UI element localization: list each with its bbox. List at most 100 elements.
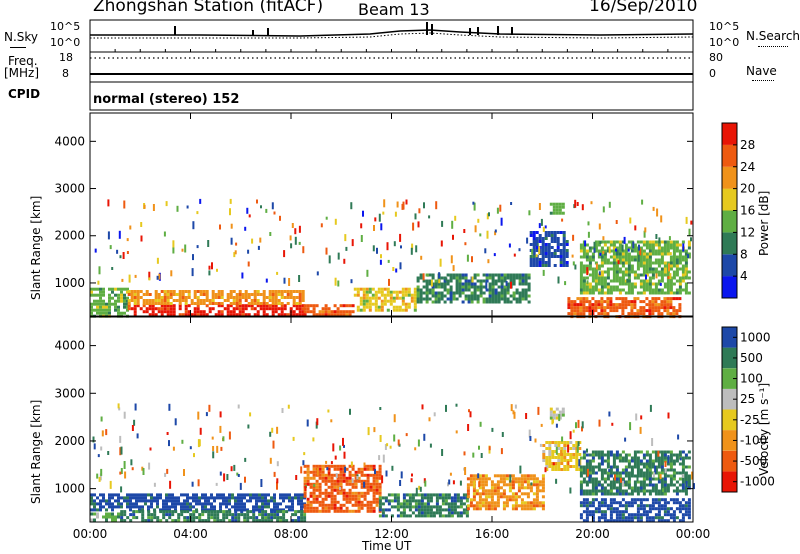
power-cell xyxy=(621,270,625,274)
power-cell xyxy=(688,228,691,236)
velocity-cell xyxy=(609,468,613,472)
velocity-cell xyxy=(343,444,345,448)
power-cell xyxy=(588,255,592,259)
velocity-cell xyxy=(408,493,412,497)
velocity-cell xyxy=(387,502,391,506)
velocity-cell xyxy=(545,465,549,468)
power-cell xyxy=(414,213,417,220)
power-cell xyxy=(660,267,664,271)
velocity-cell xyxy=(594,492,598,496)
power-cell xyxy=(473,297,477,301)
power-cell xyxy=(351,310,355,314)
velocity-cell xyxy=(640,415,643,420)
power-cell xyxy=(666,270,670,274)
power-cell xyxy=(591,291,595,295)
power-cell xyxy=(419,300,423,304)
power-cell xyxy=(301,296,305,299)
velocity-cell xyxy=(532,501,536,505)
power-cell xyxy=(169,302,173,305)
velocity-cell xyxy=(624,516,628,520)
velocity-cell xyxy=(418,485,421,490)
velocity-cell xyxy=(612,486,616,490)
velocity-cell xyxy=(681,507,685,511)
velocity-cell xyxy=(123,461,126,469)
velocity-cell xyxy=(204,502,207,506)
power-cell xyxy=(588,309,592,313)
power-cell xyxy=(582,246,586,250)
velocity-cell xyxy=(499,486,503,490)
velocity-cell xyxy=(166,468,169,474)
power-cell xyxy=(675,270,679,274)
power-cell xyxy=(627,300,631,304)
velocity-cell xyxy=(324,476,328,480)
power-cell xyxy=(411,243,414,250)
power-cell xyxy=(639,282,643,286)
power-cell xyxy=(535,254,538,258)
velocity-cell xyxy=(529,474,533,478)
velocity-cell xyxy=(490,504,494,508)
velocity-cell xyxy=(261,516,265,520)
power-cell xyxy=(654,240,658,244)
velocity-cell xyxy=(375,476,379,480)
velocity-cell xyxy=(456,505,460,509)
power-cell xyxy=(253,293,257,296)
power-cell xyxy=(232,310,236,314)
power-cell xyxy=(327,313,331,317)
velocity-cell xyxy=(450,514,454,518)
velocity-cell xyxy=(478,501,482,505)
velocity-cell xyxy=(147,516,151,520)
power-cell xyxy=(603,270,607,274)
power-cell xyxy=(544,243,548,246)
power-cell xyxy=(510,202,513,205)
velocity-cell xyxy=(520,486,524,490)
power-cell xyxy=(648,249,652,253)
power-cell xyxy=(618,261,622,265)
power-cell xyxy=(452,273,456,277)
velocity-cell xyxy=(615,474,619,478)
power-cell xyxy=(642,273,646,277)
velocity-cell xyxy=(342,491,346,495)
velocity-cell xyxy=(618,516,622,520)
velocity-cell xyxy=(578,447,582,450)
velocity-cell xyxy=(630,465,634,469)
velocity-cell xyxy=(93,499,96,503)
velocity-cell xyxy=(541,495,545,499)
velocity-cell xyxy=(324,509,328,513)
power-cell xyxy=(90,287,93,291)
power-cell xyxy=(479,288,483,292)
velocity-cell xyxy=(555,478,558,484)
power-cell xyxy=(205,299,209,302)
power-cell xyxy=(544,234,548,237)
velocity-cell xyxy=(541,480,545,484)
velocity-cell xyxy=(246,508,249,512)
power-cell xyxy=(362,210,364,217)
velocity-cell xyxy=(244,457,247,462)
velocity-cell xyxy=(645,477,649,481)
velocity-cell xyxy=(651,498,655,502)
velocity-cell xyxy=(99,508,102,512)
velocity-cell xyxy=(561,436,564,442)
velocity-cell xyxy=(207,502,210,506)
velocity-cell xyxy=(276,516,280,520)
power-cell xyxy=(579,243,583,247)
velocity-cell xyxy=(615,507,619,511)
power-cell xyxy=(565,255,569,258)
power-cell xyxy=(175,293,179,296)
velocity-cell xyxy=(545,462,549,465)
velocity-cell xyxy=(585,453,589,457)
velocity-cell xyxy=(321,467,325,471)
velocity-cell xyxy=(575,453,579,456)
power-cell xyxy=(117,308,120,312)
power-cell xyxy=(512,282,516,286)
velocity-cell xyxy=(456,496,460,500)
power-cell xyxy=(654,270,658,274)
power-cell xyxy=(485,300,489,304)
power-cell xyxy=(425,282,429,286)
power-cell xyxy=(624,273,628,277)
velocity-cell xyxy=(591,498,595,502)
nsearch-tick-lo: 10^0 xyxy=(709,36,740,49)
power-cell xyxy=(265,208,268,213)
x-axis-label: Time UT xyxy=(361,539,412,553)
velocity-cell xyxy=(411,493,415,497)
power-cell xyxy=(678,276,682,280)
